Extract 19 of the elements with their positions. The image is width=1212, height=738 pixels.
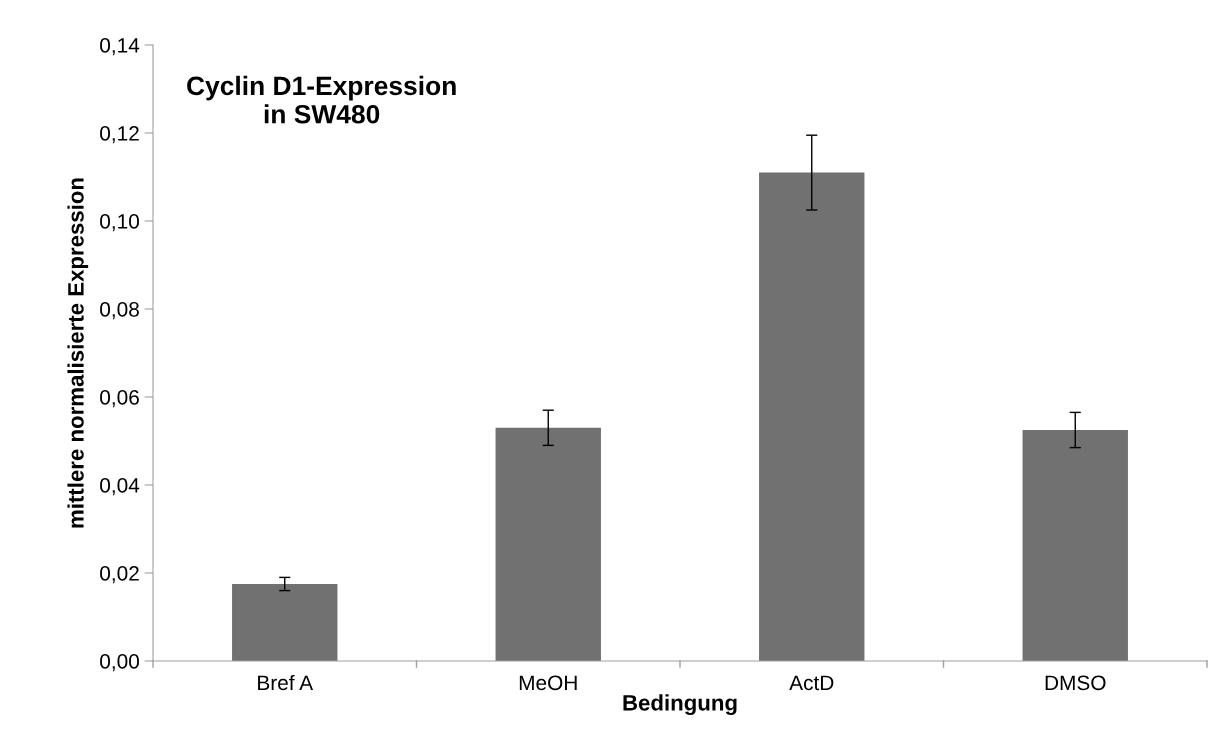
x-tick-label: Bref A [258,674,314,691]
x-tick-label: MeOH [519,675,577,691]
y-tick-label: 0,04 [100,478,140,496]
bar [495,427,601,661]
y-tick-label: 0,06 [100,390,139,408]
x-tick-label: DMSO [1045,675,1106,691]
y-tick-label: 0,12 [100,126,139,144]
y-tick-label: 0,10 [100,214,139,232]
y-tick-label: 0,08 [100,302,139,320]
x-tick-label: ActD [789,675,834,691]
bar [759,172,865,661]
y-tick-label: 0,14 [100,38,140,56]
bar [232,584,338,661]
text: Cyclin D1-Expression in SW480 [187,75,456,124]
x-axis-title: Bedingung [623,694,737,716]
y-axis-title: mittlere normalisierte Expression [67,178,89,528]
bar [1022,430,1128,661]
y-tick-label: 0,00 [100,654,139,672]
y-tick-label: 0,02 [100,566,139,584]
